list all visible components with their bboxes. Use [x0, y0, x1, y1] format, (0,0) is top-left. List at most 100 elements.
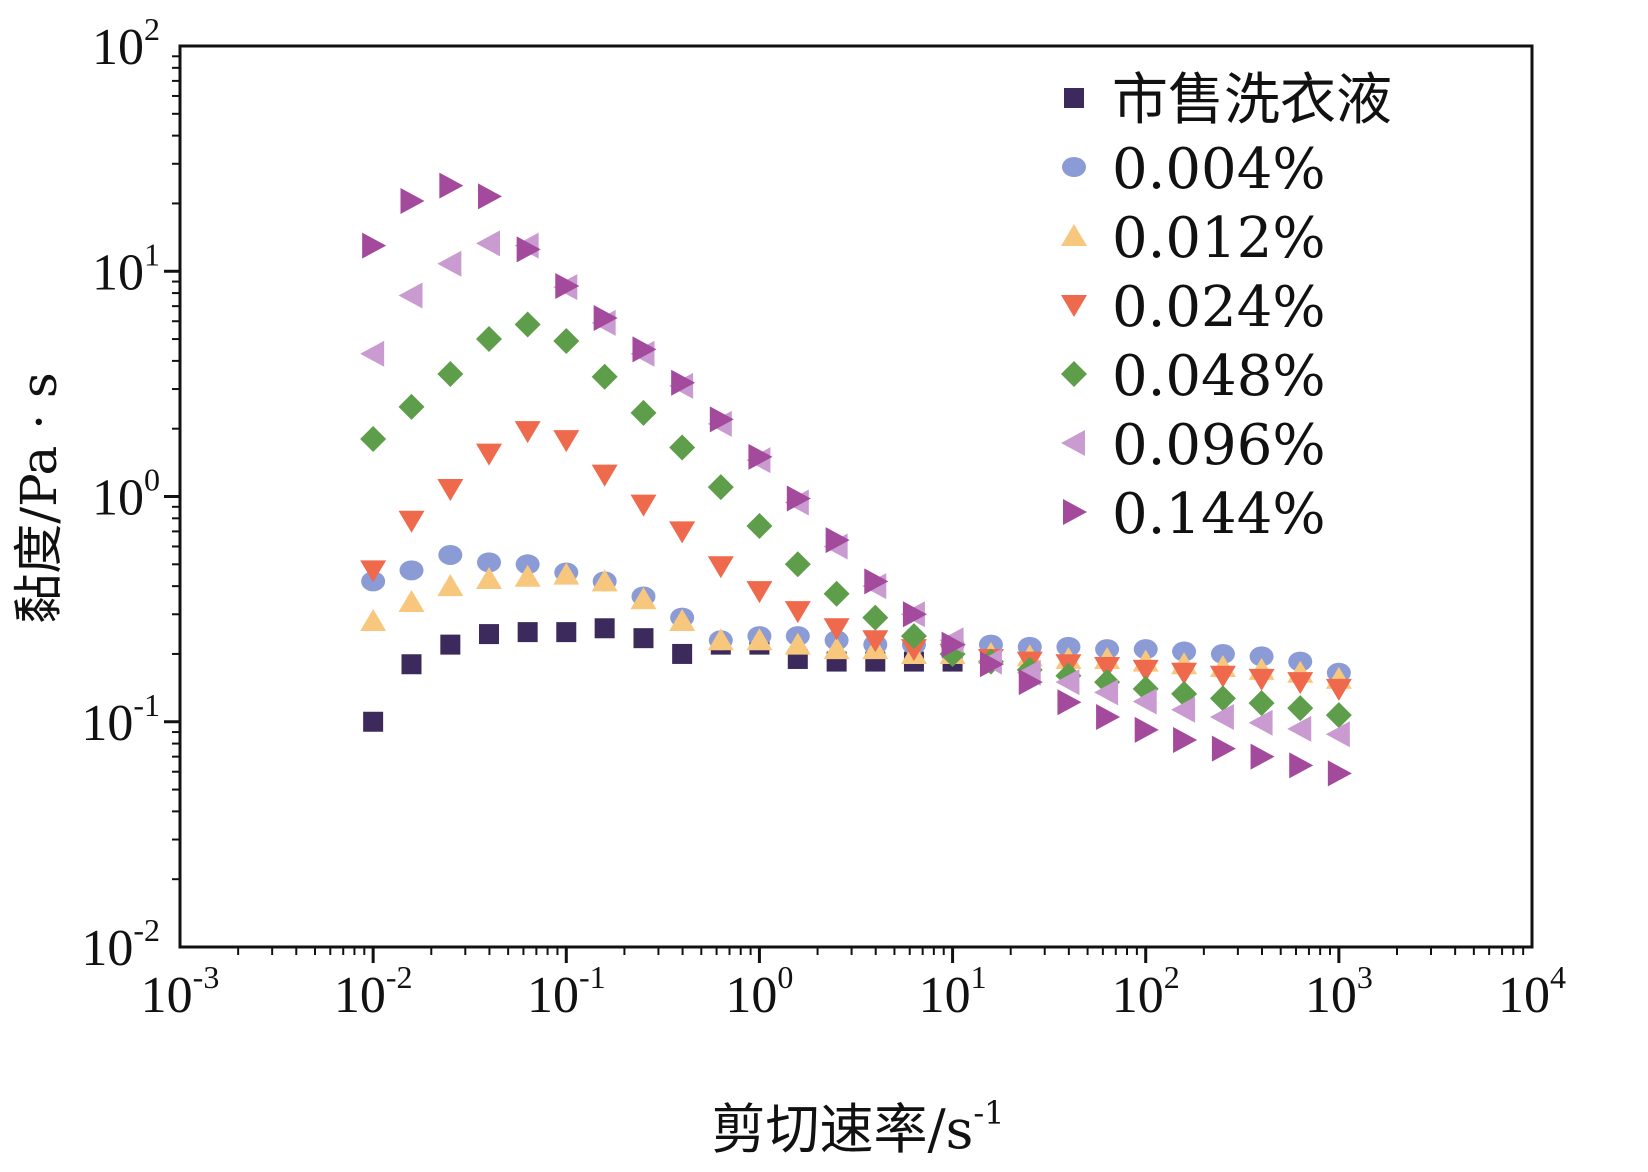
legend-label: 0.024%	[1112, 275, 1326, 340]
data-point	[748, 443, 773, 470]
x-tick-labels: 10-3 10-2 10-1 100 101 102 103 104	[141, 959, 1566, 1024]
data-point	[439, 172, 464, 199]
legend-marker	[1061, 430, 1085, 456]
y-tick-label: 101	[92, 236, 160, 301]
data-point	[438, 544, 463, 565]
legend-marker	[1064, 88, 1084, 108]
data-point	[400, 188, 425, 215]
data-point	[437, 360, 464, 387]
data-point	[1248, 668, 1275, 691]
data-point	[1096, 703, 1121, 730]
x-tick-label: 102	[1112, 959, 1180, 1024]
legend-label: 0.144%	[1112, 482, 1326, 547]
data-point	[746, 581, 773, 604]
data-point	[1287, 715, 1312, 742]
data-point	[476, 567, 503, 590]
data-point	[1132, 688, 1157, 715]
legend-label: 0.004%	[1112, 137, 1326, 202]
data-point	[1057, 689, 1082, 716]
data-point	[862, 604, 889, 631]
data-point	[398, 282, 423, 309]
data-point	[1210, 643, 1235, 664]
data-point	[1287, 672, 1314, 695]
data-point	[1289, 752, 1314, 779]
data-point	[1133, 639, 1158, 660]
data-point	[594, 618, 615, 639]
data-point	[825, 527, 850, 554]
y-tick-labels: 10-2 10-1 100 101 102	[81, 11, 160, 977]
data-point	[630, 587, 657, 610]
data-point	[1250, 743, 1275, 770]
data-point	[360, 609, 387, 632]
data-point	[555, 273, 580, 300]
x-axis-title: 剪切速率/s-1	[711, 1094, 1004, 1161]
data-point	[440, 634, 461, 655]
x-axis-title-text: 剪切速率/s	[711, 1098, 973, 1161]
data-point	[1171, 662, 1198, 685]
data-point	[669, 609, 696, 632]
data-point	[862, 630, 889, 653]
y-tick-label: 10-2	[81, 912, 160, 977]
data-point	[1056, 636, 1081, 657]
x-tick-label: 10-2	[334, 959, 413, 1024]
data-point	[476, 230, 501, 257]
data-point	[823, 618, 850, 641]
data-point	[437, 574, 464, 597]
data-point	[553, 430, 580, 453]
data-point	[398, 590, 425, 613]
data-point	[864, 568, 889, 595]
x-axis-title-sup: -1	[973, 1094, 1004, 1132]
data-point	[401, 654, 422, 675]
data-point	[437, 250, 462, 277]
data-point	[1173, 726, 1198, 753]
data-point	[784, 551, 811, 578]
data-point	[784, 632, 811, 655]
legend-label: 0.048%	[1112, 344, 1326, 409]
minor-ticks	[172, 55, 1525, 955]
legend: 市售洗衣液0.004%0.012%0.024%0.048%0.096%0.144…	[1061, 68, 1392, 547]
data-point	[902, 601, 927, 628]
data-point	[514, 421, 541, 444]
data-point	[632, 336, 657, 363]
data-point	[360, 560, 387, 583]
legend-label: 0.012%	[1112, 206, 1326, 271]
data-point	[591, 464, 618, 487]
data-point	[1209, 685, 1236, 712]
data-point	[1018, 669, 1043, 696]
data-point	[476, 443, 503, 466]
data-point	[1094, 657, 1121, 680]
data-point	[900, 623, 927, 650]
data-point	[1055, 669, 1080, 696]
data-point	[399, 560, 424, 581]
legend-label: 市售洗衣液	[1112, 68, 1392, 133]
data-point	[515, 554, 540, 575]
data-point	[398, 393, 425, 420]
data-point	[553, 328, 580, 355]
data-point	[669, 434, 696, 461]
data-point	[398, 510, 425, 533]
data-point	[823, 580, 850, 607]
legend-marker	[1061, 295, 1087, 317]
data-point	[823, 637, 850, 660]
data-point	[784, 601, 811, 624]
data-point	[633, 628, 654, 649]
data-point	[672, 643, 693, 664]
data-point	[707, 628, 734, 651]
data-point	[669, 521, 696, 544]
x-tick-label: 10-3	[141, 959, 220, 1024]
data-point	[1287, 695, 1314, 722]
data-point	[1248, 690, 1275, 717]
data-point	[900, 639, 927, 662]
data-point	[1327, 760, 1352, 787]
data-point	[630, 399, 657, 426]
data-point	[707, 556, 734, 579]
data-point	[591, 363, 618, 390]
legend-marker	[1063, 499, 1087, 525]
x-tick-label: 103	[1305, 959, 1373, 1024]
data-point	[591, 569, 618, 592]
data-point	[1134, 716, 1159, 743]
data-point	[1325, 721, 1350, 748]
y-tick-label: 100	[92, 462, 160, 527]
data-point	[1171, 696, 1196, 723]
